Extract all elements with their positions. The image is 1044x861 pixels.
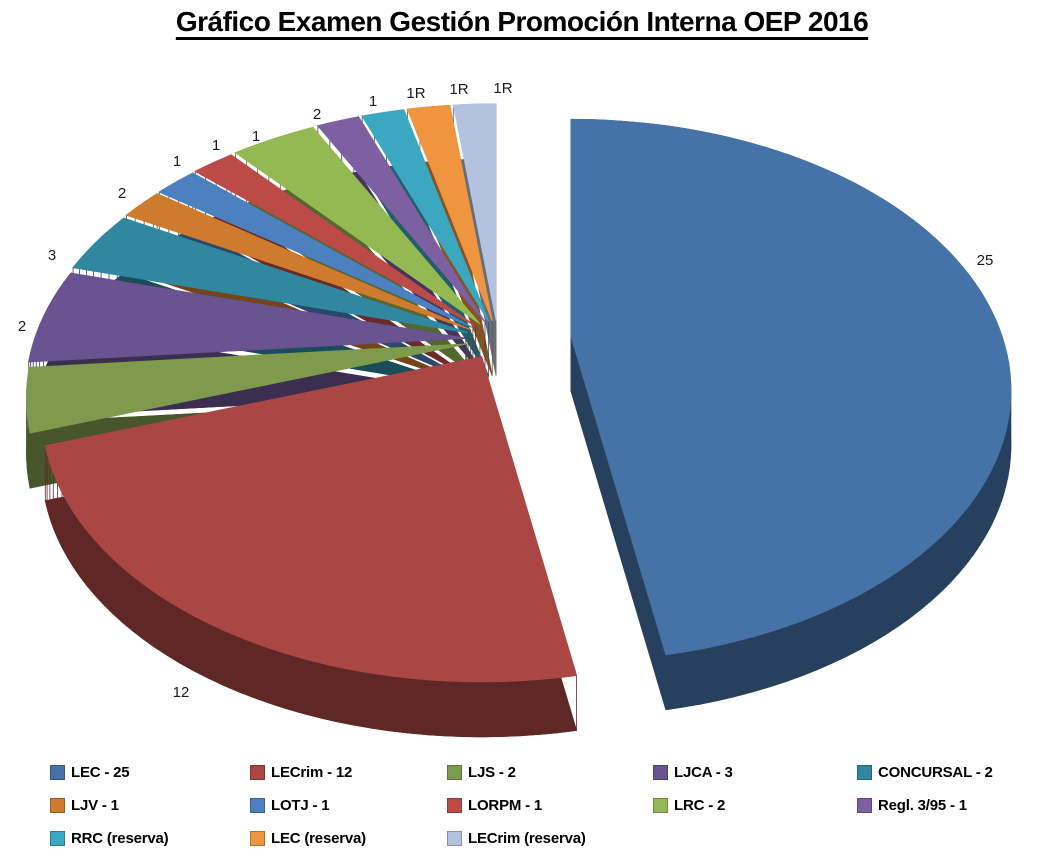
- slice-label-LJCA: 3: [48, 247, 56, 264]
- pie-slice-LECrim: [44, 356, 578, 738]
- slice-top-face: [406, 104, 493, 321]
- slice-label-RRC (reserva): 1R: [406, 85, 425, 102]
- slice-label-LEC: 25: [977, 252, 994, 269]
- slice-label-LECrim (reserva): 1R: [493, 80, 512, 97]
- slice-top-face: [316, 116, 486, 323]
- slice-label-Regl. 3/95: 1: [369, 93, 377, 110]
- slice-top-face: [194, 154, 476, 327]
- slice-top-face: [452, 103, 497, 321]
- slice-top-face: [25, 343, 467, 434]
- slice-top-face: [234, 126, 481, 325]
- slice-top-face: [72, 217, 469, 334]
- slice-label-LECrim: 12: [173, 684, 190, 701]
- slice-top-face: [28, 272, 466, 363]
- slice-label-LEC (reserva): 1R: [449, 81, 468, 98]
- slice-label-LORPM: 1: [252, 128, 260, 145]
- slice-label-LOTJ: 1: [212, 137, 220, 154]
- slice-top-face: [44, 356, 578, 683]
- chart-title: Gráfico Examen Gestión Promoción Interna…: [175, 6, 869, 37]
- pie-slice-LEC: [570, 118, 1012, 711]
- slice-label-LJV: 1: [173, 153, 181, 170]
- slice-top-face: [158, 172, 474, 329]
- slice-label-LRC: 2: [313, 106, 321, 123]
- slice-top-face: [570, 118, 1012, 656]
- slice-top-face: [361, 109, 490, 322]
- slice-label-LJS: 2: [18, 318, 26, 335]
- slice-label-CONCURSAL: 2: [118, 185, 126, 202]
- slice-top-face: [125, 193, 471, 331]
